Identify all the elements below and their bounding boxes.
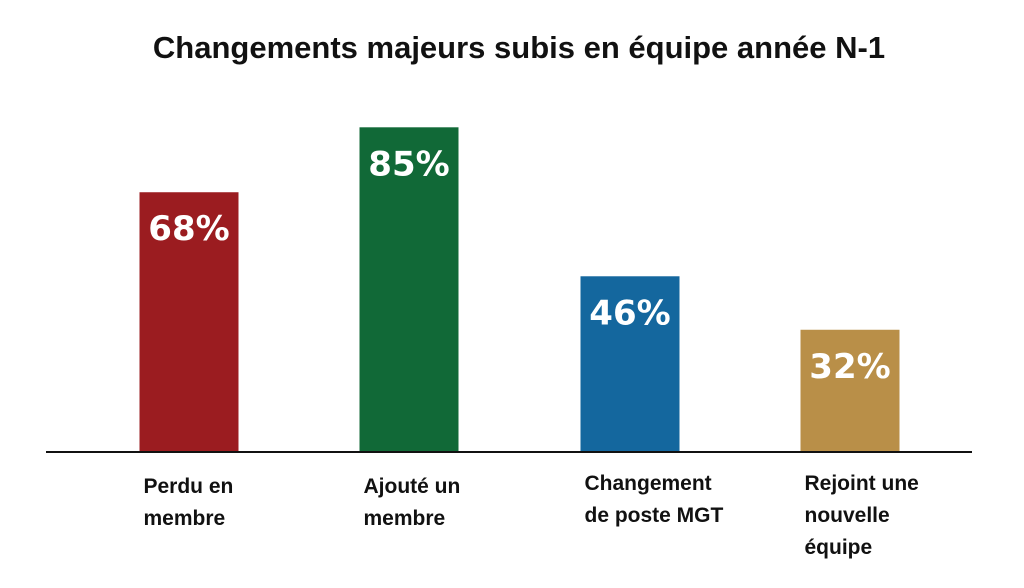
category-label-3-line-2: de poste MGT — [585, 504, 724, 527]
category-label-4-line-2: nouvelle — [805, 504, 890, 527]
value-label-2: 85% — [368, 144, 449, 184]
category-label-1-line-2: membre — [144, 507, 226, 530]
category-label-1-line-1: Perdu en — [144, 475, 234, 498]
bar-4 — [800, 329, 900, 452]
bar-2 — [359, 127, 459, 453]
category-label-3-line-1: Changement — [585, 472, 712, 495]
value-label-1: 68% — [148, 209, 229, 249]
value-label-4: 32% — [809, 347, 890, 387]
category-label-4: Rejoint une nouvelle équipe — [805, 472, 919, 559]
value-labels-group: 68% 85% 46% 32% — [148, 144, 890, 386]
bars-group — [139, 127, 900, 453]
value-label-3: 46% — [589, 293, 670, 333]
category-label-2-line-1: Ajouté un — [364, 475, 461, 498]
category-label-4-line-1: Rejoint une — [805, 472, 919, 495]
bar-1 — [139, 192, 239, 453]
category-label-3: Changement de poste MGT — [585, 472, 724, 527]
chart-title: Changements majeurs subis en équipe anné… — [153, 30, 885, 65]
category-label-2: Ajouté un membre — [364, 475, 461, 530]
category-labels-group: Perdu en membre Ajouté un membre Changement d… — [144, 472, 919, 559]
category-label-1: Perdu en membre — [144, 475, 234, 530]
bar-3 — [580, 276, 680, 452]
category-label-4-line-3: équipe — [805, 536, 873, 559]
category-label-2-line-2: membre — [364, 507, 446, 530]
